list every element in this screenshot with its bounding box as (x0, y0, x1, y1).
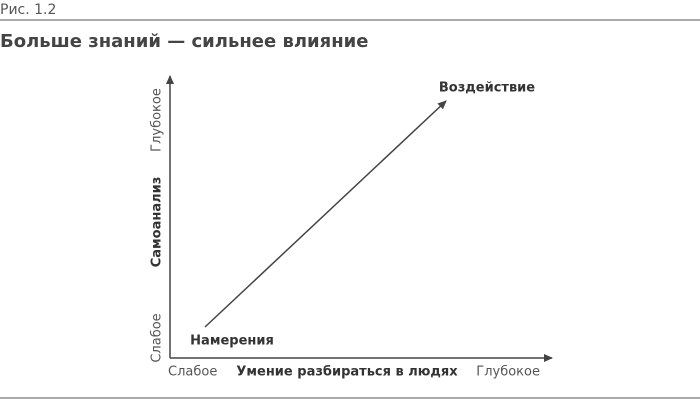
title: Больше знаний — сильнее влияние (0, 31, 368, 52)
arrow-end-label: Воздействие (439, 81, 535, 96)
x-high-label: Глубокое (476, 365, 540, 380)
arrow-start-label: Намерения (190, 334, 274, 349)
y-high-label: Глубокое (150, 88, 165, 152)
figure-label: Рис. 1.2 (0, 2, 56, 18)
x-low-label: Слабое (168, 365, 217, 380)
y-axis-title: Самоанализ (150, 177, 165, 268)
growth-arrow (204, 100, 447, 328)
y-low-label: Слабое (150, 313, 165, 362)
x-axis-title: Умение разбираться в людях (236, 365, 458, 380)
